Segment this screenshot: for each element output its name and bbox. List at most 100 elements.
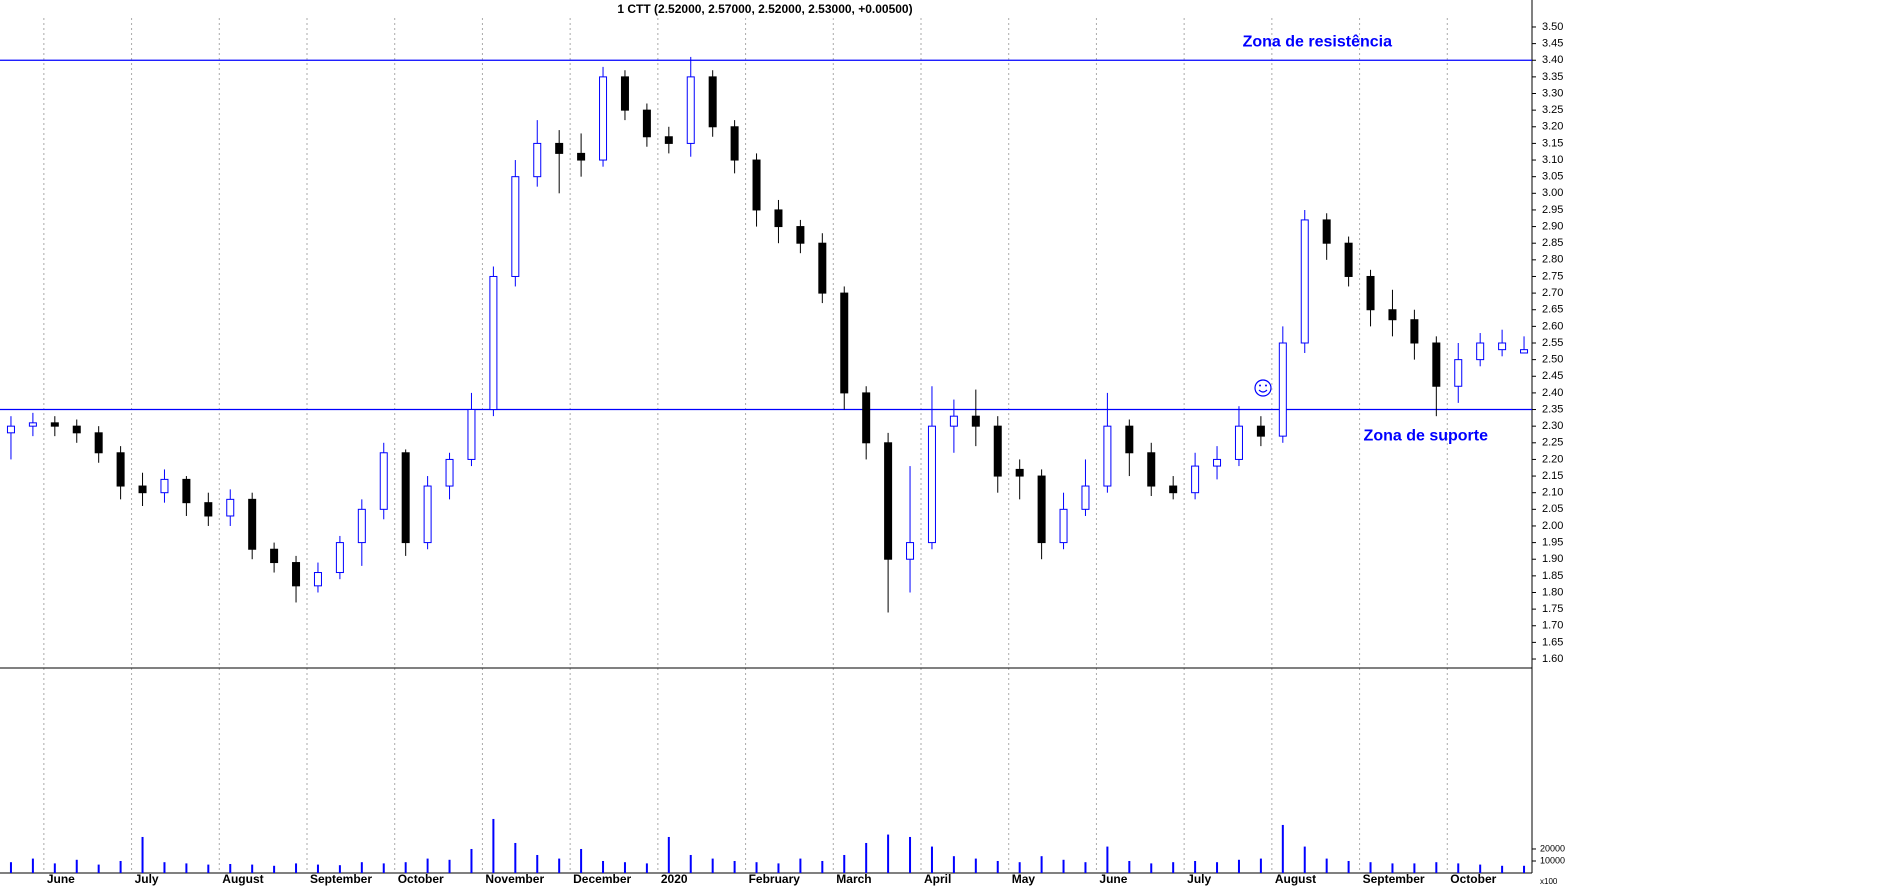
candle-body [313,572,322,587]
volume-bar [316,864,319,873]
y-tick-label: 2.30 [1542,420,1563,432]
candle-body [1300,219,1309,344]
y-tick-label: 1.75 [1542,603,1563,615]
candle-body [6,425,15,434]
volume-bar [558,858,561,873]
volume-bar [799,858,802,873]
volume-bar [733,860,736,873]
y-tick-label: 3.20 [1542,121,1563,133]
x-tick-label: June [1099,872,1127,886]
candle-body [1037,475,1046,544]
candle-body [1454,359,1463,387]
candle-body [1520,349,1529,354]
volume-bar [1325,858,1328,873]
volume-bar [360,862,363,873]
candle-body [1278,342,1287,437]
candle-body [270,548,279,564]
y-tick-label: 2.75 [1542,270,1563,282]
volume-bar [996,860,999,873]
x-tick-label: December [573,872,631,886]
candle-body [752,159,761,211]
volume-bar [141,836,144,873]
y-tick-label: 2.35 [1542,403,1563,415]
volume-bar [1391,863,1394,873]
candle-body [686,76,695,144]
volume-bar [1216,862,1219,873]
candle-body [94,432,103,454]
y-tick-label: 3.30 [1542,87,1563,99]
candle-body [423,485,432,544]
volume-bar [1501,865,1504,873]
zone-label: Zona de resistência [1243,33,1392,50]
volume-bar [536,854,539,873]
candle-body [1169,485,1178,494]
candle-body [862,392,871,444]
volume-bar [1150,863,1153,873]
volume-bar [821,860,824,873]
x-tick-label: March [836,872,871,886]
volume-bar [207,864,210,873]
candle-body [1103,425,1112,487]
candle-body [489,275,498,411]
volume-tick-label: 20000 [1540,843,1565,853]
candle-body [1366,275,1375,311]
volume-bar [338,865,341,873]
candle-body [993,425,1002,477]
candle-body [335,542,344,574]
x-tick-label: September [310,872,372,886]
y-tick-label: 3.15 [1542,137,1563,149]
y-tick-label: 3.00 [1542,187,1563,199]
volume-bar [711,858,714,873]
y-tick-label: 3.35 [1542,71,1563,83]
volume-bar [645,863,648,873]
candle-body [138,485,147,494]
x-tick-label: October [1450,872,1496,886]
volume-bar [426,858,429,873]
y-tick-label: 1.90 [1542,553,1563,565]
candle-body [1081,485,1090,510]
candle-body [116,452,125,487]
y-tick-label: 2.20 [1542,453,1563,465]
y-tick-label: 1.65 [1542,636,1563,648]
candle-body [642,109,651,138]
y-tick-label: 1.80 [1542,586,1563,598]
x-tick-label: August [1275,872,1316,886]
x-tick-label: July [135,872,159,886]
candle-body [1147,452,1156,487]
volume-bar [1237,859,1240,873]
volume-bar [470,848,473,873]
volume-bar [1084,862,1087,873]
x-tick-label: October [398,872,444,886]
candle-body [50,422,59,427]
volume-bar [1259,858,1262,873]
volume-bar [1435,862,1438,873]
y-tick-label: 3.45 [1542,38,1563,50]
candle-body [599,76,608,161]
volume-bar [1172,862,1175,873]
zone-label: Zona de suporte [1364,428,1489,445]
volume-bar [1347,860,1350,873]
candle-body [1498,342,1507,351]
candle-body [1059,508,1068,544]
candle-body [204,502,213,517]
volume-bar [1369,862,1372,873]
volume-bar [689,854,692,873]
y-tick-label: 2.70 [1542,287,1563,299]
y-tick-label: 2.00 [1542,520,1563,532]
volume-bar [1303,846,1306,873]
volume-bar [119,860,122,873]
candle-body [28,422,37,427]
candle-body [1388,309,1397,321]
volume-bar [53,863,56,873]
volume-bar [602,860,605,873]
volume-bar [295,863,298,873]
candle-body [401,452,410,544]
volume-bar [1413,863,1416,873]
volume-bar [75,859,78,873]
candle-body [1256,425,1265,437]
volume-bar [909,836,912,873]
volume-unit: x100 [1540,877,1558,886]
candle-body [357,508,366,544]
candle-body [182,478,191,504]
volume-bar [1194,860,1197,873]
